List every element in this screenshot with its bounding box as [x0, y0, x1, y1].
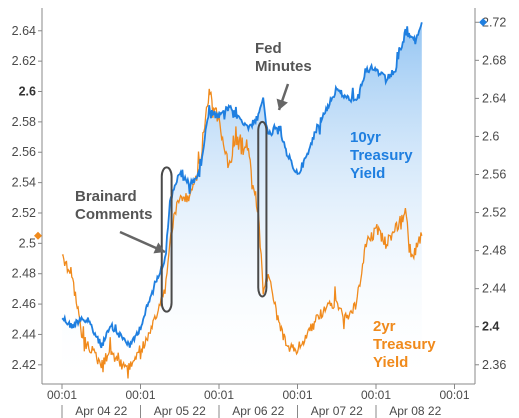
x-date-label: Apr 04 22 — [75, 404, 127, 418]
left-tick-label: 2.56 — [12, 145, 36, 159]
left-tick-label: 2.62 — [12, 54, 36, 68]
right-tick-label: 2.36 — [482, 358, 506, 372]
arrow-brainard-head — [153, 242, 165, 254]
x-time-label: 00:01 — [204, 388, 234, 402]
annotation-text: Minutes — [255, 58, 312, 75]
annotation-text: Yield — [350, 165, 385, 182]
x-time-label: 00:01 — [125, 388, 155, 402]
area-10yr — [62, 22, 422, 381]
right-tick-label: 2.4 — [482, 320, 499, 334]
left-tick-label: 2.5 — [19, 236, 36, 250]
series-line-10yr — [61, 22, 423, 349]
x-time-label: 00:01 — [282, 388, 312, 402]
left-tick-label: 2.44 — [12, 327, 36, 341]
x-time-label: 00:01 — [361, 388, 391, 402]
annotations: BrainardCommentsFedMinutes10yrTreasuryYi… — [75, 40, 436, 371]
annotation-text: 2yr — [373, 318, 396, 335]
annotation-text: Yield — [373, 354, 408, 371]
last-value-marker-10yr — [479, 18, 487, 27]
arrow-fed-minutes-head — [276, 98, 288, 110]
x-date-label: Apr 08 22 — [389, 404, 441, 418]
right-tick-label: 2.56 — [482, 167, 506, 181]
annotation-text: 10yr — [350, 129, 381, 146]
x-time-label: 00:01 — [47, 388, 77, 402]
right-tick-label: 2.68 — [482, 53, 506, 67]
left-tick-label: 2.54 — [12, 176, 36, 190]
right-tick-label: 2.6 — [482, 129, 499, 143]
left-tick-label: 2.64 — [12, 24, 36, 38]
annotation-text: Comments — [75, 206, 153, 223]
right-tick-label: 2.44 — [482, 282, 506, 296]
left-tick-label: 2.48 — [12, 267, 36, 281]
x-date-label: Apr 06 22 — [232, 404, 284, 418]
annotation-text: Brainard — [75, 188, 137, 205]
left-tick-label: 2.42 — [12, 358, 36, 372]
right-tick-label: 2.52 — [482, 206, 506, 220]
axes: 2.42 2.44 2.46 2.48 2.5 2.52 2.54 2.56 2.58 2.6 2.… — [12, 8, 506, 418]
annotation-text: Treasury — [373, 336, 436, 353]
right-tick-label: 2.72 — [482, 15, 506, 29]
x-date-label: Apr 07 22 — [311, 404, 363, 418]
right-tick-label: 2.64 — [482, 91, 506, 105]
highlight-box-2 — [257, 120, 268, 298]
annotation-text: Fed — [255, 40, 282, 57]
annotation-text: Treasury — [350, 147, 413, 164]
left-tick-label: 2.46 — [12, 297, 36, 311]
highlight-box-1 — [160, 166, 173, 313]
left-tick-label: 2.6 — [19, 85, 36, 99]
right-tick-label: 2.48 — [482, 244, 506, 258]
plot-area — [61, 22, 423, 381]
series-line-2yr — [61, 88, 423, 379]
left-tick-label: 2.52 — [12, 206, 36, 220]
left-tick-label: 2.58 — [12, 115, 36, 129]
x-date-label: Apr 05 22 — [154, 404, 206, 418]
x-time-label: 00:01 — [439, 388, 469, 402]
last-value-marker-2yr — [34, 231, 42, 240]
